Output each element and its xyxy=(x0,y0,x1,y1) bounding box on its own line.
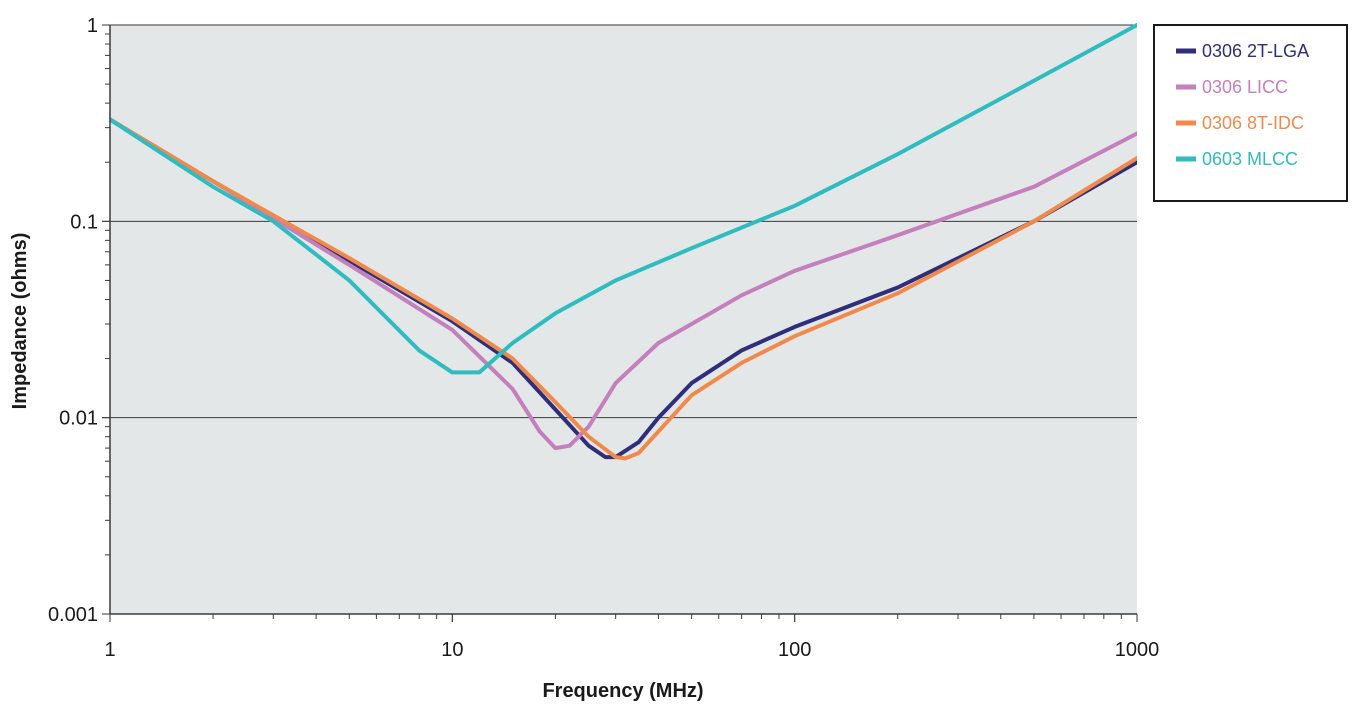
series-line-3 xyxy=(110,23,1137,375)
tick-labels: 1 10 100 1000 0.001 0.01 0.1 1 xyxy=(48,15,1159,661)
legend-label-3: 0603 MLCC xyxy=(1202,149,1298,169)
legend-box xyxy=(1153,24,1348,202)
legend-label-1: 0306 LICC xyxy=(1202,77,1288,97)
legend-label-0: 0306 2T-LGA xyxy=(1202,41,1309,61)
y-tick-label-2: 0.1 xyxy=(70,211,98,233)
axes xyxy=(102,24,1138,622)
series-line-1 xyxy=(110,117,1137,451)
y-tick-label-1: 0.01 xyxy=(59,408,98,430)
legend: 0306 2T-LGA 0306 LICC 0306 8T-IDC 0603 MLCC xyxy=(1153,24,1348,202)
legend-label-2: 0306 8T-IDC xyxy=(1202,113,1304,133)
x-tick-label-0: 1 xyxy=(104,639,115,661)
x-axis-title: Frequency (MHz) xyxy=(542,680,703,702)
y-tick-label-0: 0.001 xyxy=(48,604,98,626)
series-lines xyxy=(110,23,1137,461)
series-line-2 xyxy=(110,117,1137,461)
x-tick-label-1: 10 xyxy=(441,639,463,661)
plot-area-group xyxy=(110,25,1137,614)
y-tick-label-3: 1 xyxy=(87,15,98,37)
y-axis-title: Impedance (ohms) xyxy=(9,233,31,410)
x-tick-label-2: 100 xyxy=(778,639,811,661)
x-tick-label-3: 1000 xyxy=(1115,639,1160,661)
plot-area xyxy=(110,25,1137,614)
